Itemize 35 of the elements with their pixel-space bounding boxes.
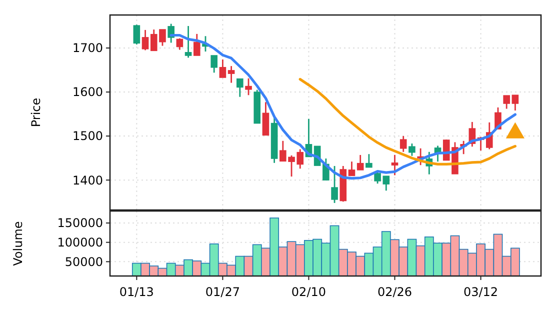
candlestick — [219, 58, 226, 78]
candlestick — [142, 29, 149, 51]
x-tick-label: 03/12 — [463, 285, 498, 299]
y-axis-title: Price — [29, 98, 43, 128]
candlestick — [348, 160, 356, 176]
candlestick — [228, 65, 235, 84]
candlestick — [176, 38, 184, 50]
candlestick — [391, 154, 398, 176]
candlestick — [512, 94, 519, 112]
candlestick — [366, 153, 372, 168]
candlestick — [331, 165, 338, 204]
candlestick — [262, 101, 270, 136]
candlestick — [184, 25, 192, 58]
y-axis-title: Volume — [11, 221, 25, 266]
candlestick — [236, 78, 244, 98]
y-tick-label: 150000 — [57, 216, 103, 230]
candlestick — [193, 33, 200, 56]
x-tick-label: 02/26 — [377, 285, 412, 299]
candlestick — [408, 142, 416, 157]
candlestick — [133, 24, 140, 46]
candlestick — [356, 154, 364, 171]
y-tick-label: 1600 — [72, 85, 103, 100]
candlestick — [400, 135, 407, 153]
line-series — [298, 78, 516, 166]
candlestick — [245, 78, 252, 96]
y-tick-label: 1400 — [72, 173, 103, 188]
x-tick-label: 01/27 — [205, 285, 240, 299]
candlestick — [210, 54, 218, 74]
x-tick-label: 01/13 — [119, 285, 154, 299]
x-tick-label: 02/10 — [291, 285, 326, 299]
y-tick-label: 1500 — [72, 129, 103, 144]
y-tick-label: 1700 — [72, 41, 103, 56]
y-tick-label: 50000 — [64, 254, 103, 269]
candlestick — [503, 94, 510, 110]
y-tick-label: 100000 — [57, 236, 103, 250]
